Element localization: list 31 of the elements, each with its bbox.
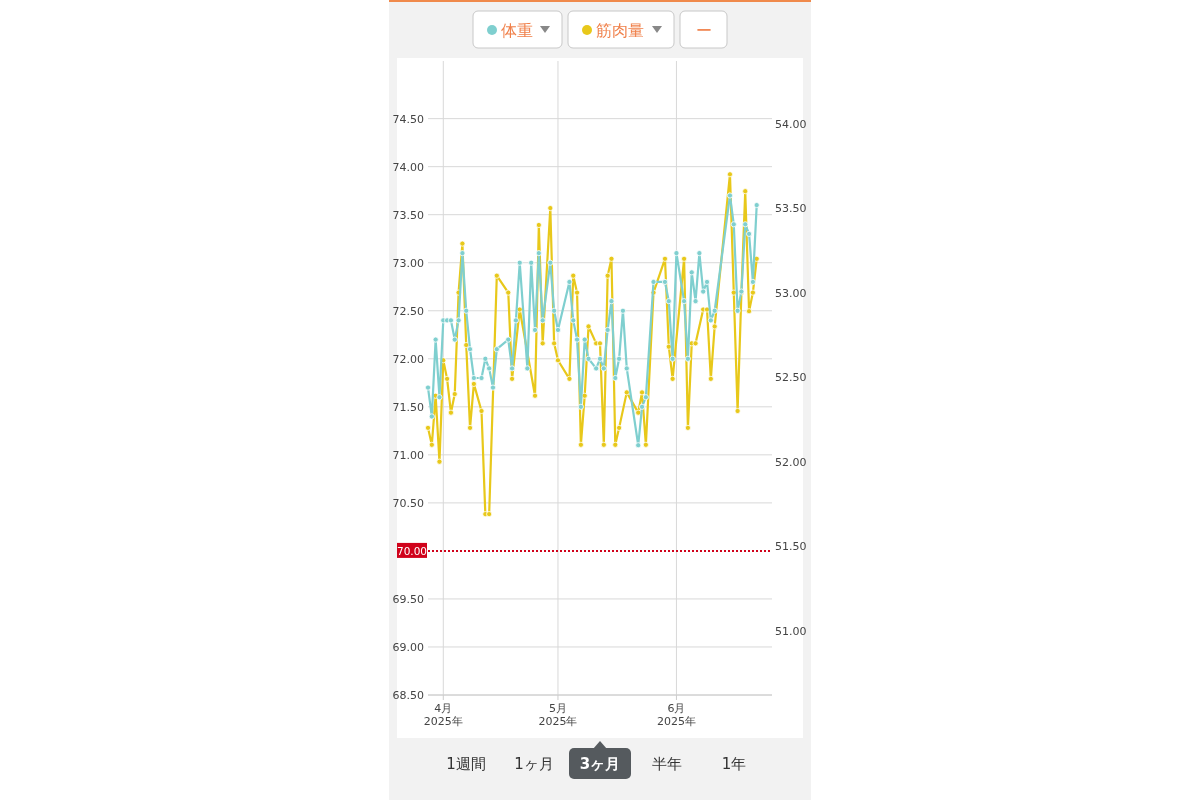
text: 半年 xyxy=(652,755,682,773)
y-tick-label: 70.50 xyxy=(392,496,424,510)
y-tick-label: 74.00 xyxy=(392,160,424,174)
y-tick-label: 69.00 xyxy=(392,640,424,654)
y-tick-label: 73.00 xyxy=(392,256,424,270)
y2-tick-label: 51.00 xyxy=(775,624,807,638)
legend-label: 体重 xyxy=(501,21,533,40)
text: 1ヶ月 xyxy=(514,755,554,773)
x-tick-label: 5月 2025年 xyxy=(538,702,578,728)
y-tick-label: 72.00 xyxy=(392,352,424,366)
y2-tick-label: 52.50 xyxy=(775,371,807,385)
legend-label: 筋肉量 xyxy=(596,21,644,40)
y-tick-label: 72.50 xyxy=(392,304,424,318)
x-tick-label: 4月 2025年 xyxy=(423,702,463,728)
text: 1年 xyxy=(721,755,747,773)
y-tick-label: 69.50 xyxy=(392,592,424,606)
x-tick-label: 6月 2025年 xyxy=(656,702,696,728)
text: 3ヶ月 xyxy=(579,755,621,773)
y-tick-label: 71.50 xyxy=(392,400,424,414)
y2-tick-label: 54.00 xyxy=(775,117,807,131)
y2-tick-label: 51.50 xyxy=(775,540,807,554)
ref-line-label: 70.00 xyxy=(396,544,428,557)
y-tick-label: 74.50 xyxy=(392,112,424,126)
y2-tick-label: 53.00 xyxy=(775,286,807,300)
text: ー xyxy=(695,21,712,40)
y-tick-label: 68.50 xyxy=(392,689,424,702)
y2-tick-label: 52.00 xyxy=(775,455,807,469)
text: 1週間 xyxy=(446,755,486,773)
y-tick-label: 71.00 xyxy=(392,448,424,462)
y2-tick-label: 53.50 xyxy=(775,202,807,216)
y-tick-label: 73.50 xyxy=(392,208,424,222)
